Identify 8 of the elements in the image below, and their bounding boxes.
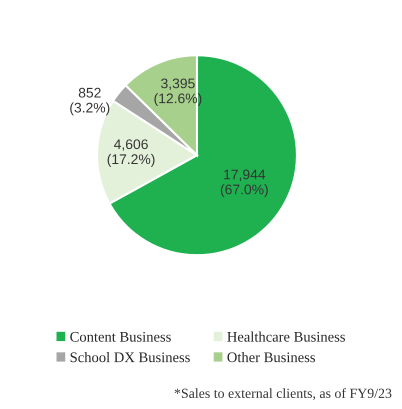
data-label: 852 (3.2%) bbox=[70, 88, 110, 116]
legend-label: Other Business bbox=[227, 352, 316, 362]
data-label: 17,944 (67.0%) bbox=[220, 170, 268, 198]
text: *Sales to external clients, as of FY9/23 bbox=[174, 388, 392, 400]
legend-label: School DX Business bbox=[70, 352, 190, 362]
legend-label: Healthcare Business bbox=[227, 331, 345, 342]
data-label: 4,606 (17.2%) bbox=[108, 139, 154, 167]
legend-label: Content Business bbox=[70, 332, 171, 342]
